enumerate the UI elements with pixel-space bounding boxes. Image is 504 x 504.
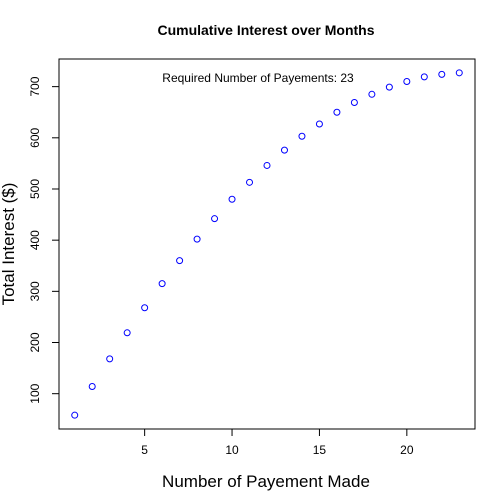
data-point — [158, 280, 166, 288]
x-tick-label: 20 — [400, 443, 414, 457]
data-point — [88, 383, 96, 391]
x-tick-label: 15 — [313, 443, 327, 457]
data-point — [315, 120, 323, 128]
y-tick-label: 100 — [28, 383, 42, 403]
data-point — [333, 108, 341, 116]
y-tick-label: 500 — [28, 179, 42, 199]
chart-title: Cumulative Interest over Months — [157, 22, 374, 38]
y-axis: 100 200 300 400 500 600 700 — [28, 76, 60, 404]
data-point — [438, 70, 446, 78]
data-point — [211, 215, 219, 223]
data-point — [368, 90, 376, 98]
data-point — [403, 78, 411, 86]
data-point — [71, 411, 79, 419]
y-tick-label: 600 — [28, 127, 42, 147]
data-point — [350, 98, 358, 106]
data-point — [420, 73, 428, 81]
data-point — [385, 83, 393, 91]
data-point — [246, 178, 254, 186]
data-point — [193, 235, 201, 243]
chart-annotation: Required Number of Payements: 23 — [162, 71, 354, 85]
data-point — [228, 195, 236, 203]
y-tick-label: 300 — [28, 281, 42, 301]
x-axis-label: Number of Payement Made — [162, 472, 370, 491]
plot-frame — [58, 58, 476, 430]
data-point — [106, 355, 114, 363]
x-tick-label: 10 — [225, 443, 239, 457]
y-axis-label: Total Interest ($) — [0, 183, 18, 306]
data-point — [298, 132, 306, 140]
y-tick-label: 200 — [28, 332, 42, 352]
data-point — [123, 329, 131, 337]
data-point — [176, 257, 184, 265]
data-point — [280, 146, 288, 154]
data-point — [263, 161, 271, 169]
x-axis: 5 10 15 20 — [141, 428, 414, 457]
x-tick-label: 5 — [141, 443, 148, 457]
data-point — [141, 304, 149, 312]
y-tick-label: 700 — [28, 76, 42, 96]
y-tick-label: 400 — [28, 230, 42, 250]
data-point — [455, 69, 463, 77]
data-points — [71, 69, 463, 419]
